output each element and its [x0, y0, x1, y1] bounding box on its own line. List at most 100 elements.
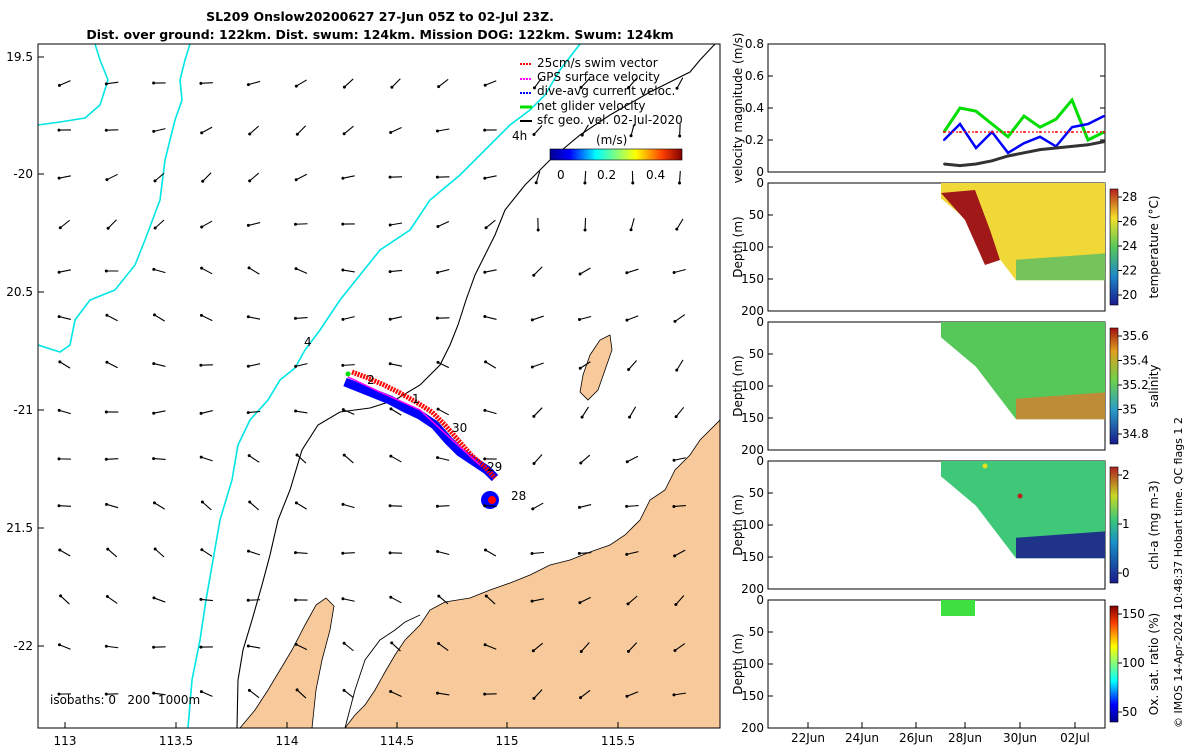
sfc-velocity-arrow — [673, 457, 686, 461]
day-label-1: 1 — [412, 392, 420, 406]
sfc-velocity-arrow — [248, 550, 261, 556]
temperature-depth-tick-label: 0 — [756, 176, 764, 190]
section-salinity: 0 50 100 150 200 Depth (m) 35.6 35.4 35.2 35 34.8 s… — [731, 190, 1161, 457]
sfc-velocity-arrow — [673, 504, 686, 508]
sfc-velocity-arrow — [342, 269, 355, 273]
sfc-velocity-arrow — [532, 642, 544, 652]
salinity-depth-tick-label: 0 — [756, 315, 764, 329]
oxygen-cbar-tick-label: 100 — [1122, 656, 1145, 670]
sfc-velocity-arrow — [391, 78, 401, 88]
velocity-point — [991, 131, 993, 133]
velocity-point — [1103, 131, 1105, 133]
sfc-velocity-arrow — [630, 124, 635, 136]
sfc-velocity-arrow — [106, 314, 118, 322]
sfc-velocity-arrow — [249, 172, 260, 182]
salinity-colorbar — [1109, 327, 1119, 445]
sfc-velocity-arrow — [106, 503, 119, 509]
sfc-velocity-arrow-head — [105, 360, 109, 364]
sfc-velocity-arrow-head — [342, 132, 346, 136]
velocity-point — [1007, 151, 1009, 154]
sfc-velocity-arrow — [485, 361, 497, 369]
sfc-velocity-arrow — [485, 219, 496, 229]
sfc-velocity-arrow — [437, 505, 450, 507]
sfc-velocity-arrow — [579, 552, 592, 554]
sfc-velocity-arrow-head — [199, 645, 203, 649]
sfc-velocity-arrow-head — [673, 319, 677, 323]
sfc-velocity-arrow-head — [199, 690, 203, 694]
sfc-velocity-arrow — [295, 173, 308, 181]
sfc-velocity-arrow — [153, 268, 166, 274]
sfc-velocity-arrow-head — [106, 547, 110, 551]
sfc-velocity-arrow — [201, 691, 213, 697]
sfc-velocity-arrow-head — [247, 266, 251, 270]
sfc-velocity-arrow — [627, 455, 639, 463]
map-y-tick-label: 20.5 — [6, 285, 33, 299]
velocity-point — [1055, 118, 1057, 121]
sfc-velocity-arrow-head — [435, 504, 439, 508]
sfc-velocity-arrow — [248, 363, 261, 367]
sfc-velocity-arrow-head — [105, 313, 109, 317]
sfc-velocity-arrow-head — [627, 367, 631, 371]
chla-cbar-tick-label: 2 — [1122, 468, 1130, 482]
chla-cbar-label: chl-a (mg m-3) — [1147, 480, 1161, 569]
sfc-velocity-arrow — [202, 501, 212, 511]
sfc-velocity-arrow-head — [389, 454, 393, 458]
sfc-velocity-arrow-head — [104, 82, 108, 86]
sfc-velocity-arrow-head — [675, 227, 679, 231]
day-label-30: 30 — [452, 421, 467, 435]
velocity-point — [1103, 115, 1105, 117]
velocity-point — [975, 163, 977, 165]
sfc-velocity-arrow-head — [532, 461, 536, 465]
sfc-velocity-arrow — [437, 269, 450, 273]
day-label-4: 4 — [304, 335, 312, 349]
sfc-velocity-arrow-head — [294, 642, 298, 646]
sfc-velocity-arrow-head — [246, 315, 250, 319]
chla-depth-tick-label: 150 — [741, 550, 764, 564]
map-x-tick-label: 115 — [496, 734, 519, 748]
sfc-velocity-arrow-head — [246, 223, 250, 227]
velocity-point — [943, 139, 945, 141]
sfc-velocity-arrow-head — [435, 316, 439, 320]
temperature-cbar-tick-label: 28 — [1122, 190, 1137, 204]
sfc-velocity-arrow — [59, 409, 71, 415]
sfc-velocity-arrow — [438, 78, 449, 88]
sfc-velocity-arrow-head — [153, 547, 157, 551]
velocity-point — [1039, 131, 1041, 133]
sfc-velocity-arrow-head — [583, 181, 587, 185]
sfc-velocity-arrow-head — [294, 84, 298, 88]
sfc-velocity-arrow-head — [294, 267, 298, 271]
sfc-velocity-arrow — [295, 410, 308, 414]
sfc-velocity-arrow-head — [295, 688, 299, 692]
temperature-depth-tick-label: 200 — [741, 304, 764, 318]
sfc-velocity-arrow-head — [388, 175, 392, 179]
sfc-velocity-arrow — [107, 219, 117, 229]
sfc-velocity-arrow-head — [530, 552, 534, 556]
sfc-velocity-arrow — [249, 501, 260, 511]
legend-label-gps: GPS surface velocity — [537, 70, 660, 84]
velocity-point — [1087, 139, 1089, 141]
sfc-velocity-arrow-head — [388, 317, 392, 321]
sfc-velocity-arrow-head — [530, 318, 534, 322]
sfc-velocity-arrow-head — [199, 363, 203, 367]
chla-high-point — [1017, 493, 1023, 499]
map-x-tick-label: 113 — [54, 734, 77, 748]
velocity-point — [1023, 115, 1025, 117]
velocity-point — [943, 163, 945, 165]
sfc-velocity-arrow-head — [57, 692, 61, 696]
sfc-velocity-arrow — [296, 125, 307, 135]
salinity-high-band — [941, 190, 1000, 265]
velocity-point — [991, 123, 993, 125]
sfc-velocity-arrow-head — [104, 269, 108, 273]
sfc-velocity-arrow — [59, 361, 71, 369]
sfc-velocity-arrow — [532, 598, 544, 602]
isobath-label: isobaths: 0 200 1000m — [50, 693, 200, 707]
sfc-velocity-arrow-head — [437, 85, 441, 89]
sfc-velocity-arrow — [581, 406, 589, 418]
sfc-velocity-arrow-head — [436, 270, 440, 274]
isobath-1000m — [236, 44, 716, 728]
velocity-point — [1007, 131, 1009, 133]
sfc-velocity-arrow-head — [341, 502, 345, 506]
date-tick-label: 30Jun — [1003, 731, 1037, 745]
sfc-velocity-arrow-head — [388, 504, 392, 508]
sfc-velocity-arrow — [485, 595, 496, 605]
